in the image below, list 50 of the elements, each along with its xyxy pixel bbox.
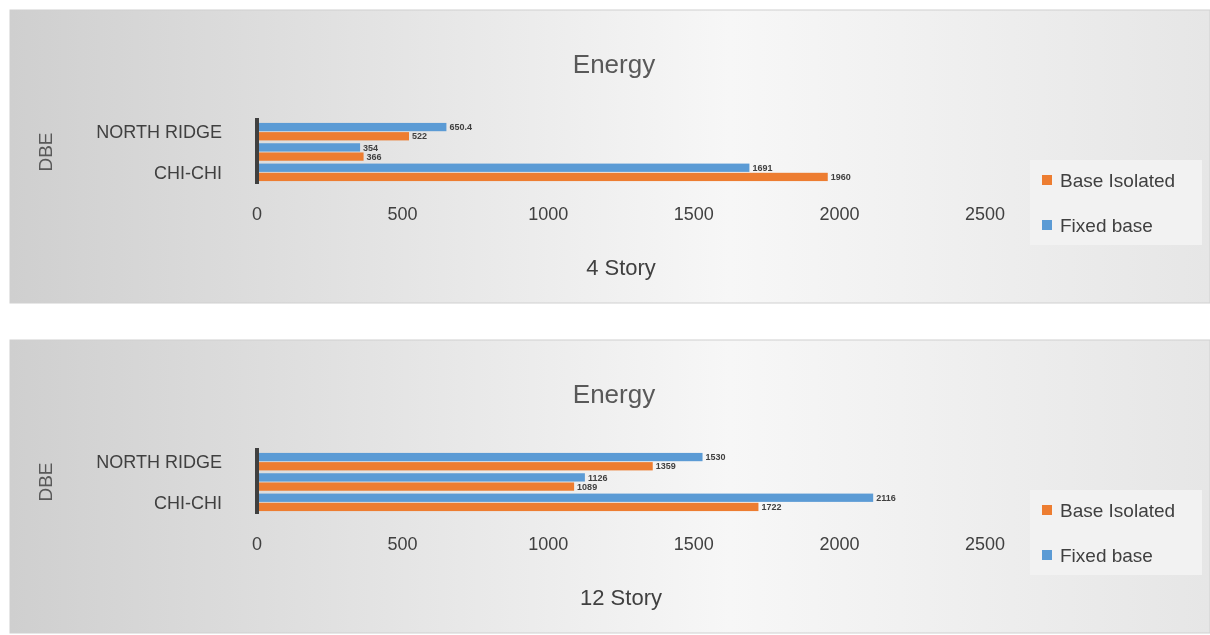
bar bbox=[257, 493, 874, 502]
x-tick-label: 2500 bbox=[964, 534, 1006, 554]
x-tick-label: 500 bbox=[387, 204, 418, 224]
x-tick-label: 1000 bbox=[528, 534, 569, 554]
x-axis-title: 4 Story bbox=[586, 255, 656, 280]
y-axis-title: DBE bbox=[35, 132, 56, 172]
bar bbox=[257, 143, 361, 152]
data-label: 522 bbox=[412, 131, 428, 142]
legend-label: Fixed base bbox=[1060, 544, 1153, 566]
chart-title: Energy bbox=[572, 49, 656, 79]
bar bbox=[257, 462, 653, 471]
data-label: 354 bbox=[363, 142, 379, 153]
x-tick-label: 1000 bbox=[528, 204, 569, 224]
data-label: 2116 bbox=[876, 492, 896, 503]
chart-title: Energy bbox=[572, 379, 656, 409]
data-label: 1126 bbox=[587, 472, 608, 483]
y-axis-title: DBE bbox=[35, 462, 56, 502]
legend-label: Base Isolated bbox=[1060, 169, 1176, 191]
legend-label: Base Isolated bbox=[1060, 499, 1176, 521]
legend-label: Fixed base bbox=[1060, 214, 1153, 236]
bar bbox=[257, 452, 703, 462]
data-label: 1722 bbox=[761, 502, 782, 513]
data-label: 366 bbox=[366, 151, 382, 162]
x-tick-label: 1500 bbox=[673, 534, 714, 554]
x-tick-label: 1500 bbox=[673, 204, 714, 224]
x-axis-title: 12 Story bbox=[580, 585, 662, 610]
x-tick-label: 500 bbox=[387, 534, 418, 554]
bar bbox=[257, 163, 750, 172]
data-label: 1359 bbox=[655, 461, 676, 472]
data-label: 1691 bbox=[752, 162, 773, 173]
data-label: 1530 bbox=[705, 452, 726, 463]
data-label: 650.4 bbox=[449, 122, 472, 133]
data-label: 1089 bbox=[577, 481, 598, 492]
bar bbox=[257, 122, 447, 132]
bar bbox=[257, 502, 759, 512]
bar bbox=[257, 482, 575, 491]
y-tick-label: CHI-CHI bbox=[154, 492, 222, 513]
bar bbox=[257, 172, 828, 182]
x-tick-label: 2500 bbox=[964, 204, 1006, 224]
y-tick-label: CHI-CHI bbox=[154, 162, 222, 183]
x-tick-label: 0 bbox=[251, 204, 263, 224]
x-tick-label: 2000 bbox=[819, 204, 860, 224]
bar bbox=[257, 152, 364, 161]
y-tick-label: NORTH RIDGE bbox=[96, 451, 222, 472]
x-tick-label: 0 bbox=[251, 534, 263, 554]
data-label: 1960 bbox=[830, 172, 851, 183]
y-tick-label: NORTH RIDGE bbox=[96, 121, 222, 142]
bar bbox=[257, 473, 585, 482]
x-tick-label: 2000 bbox=[819, 534, 860, 554]
bar bbox=[257, 132, 410, 141]
